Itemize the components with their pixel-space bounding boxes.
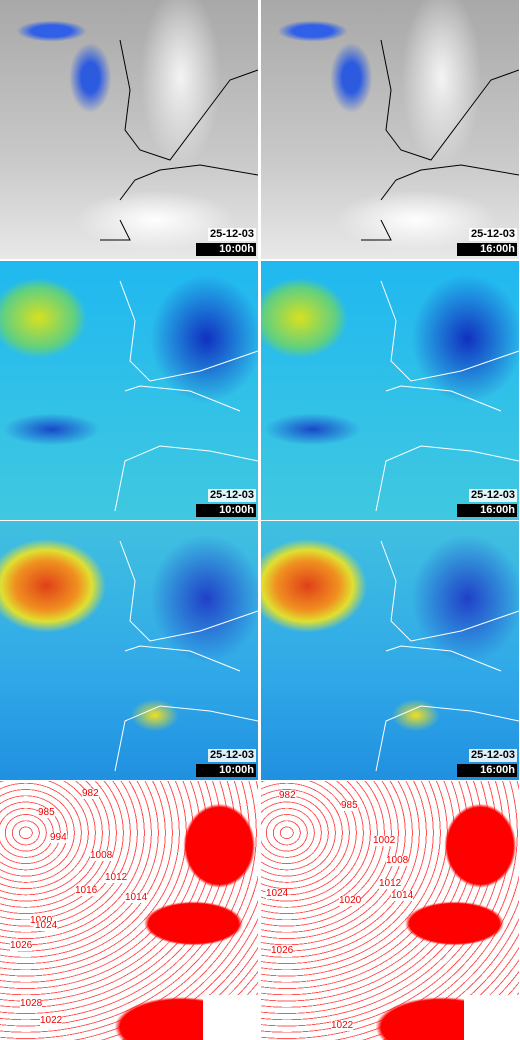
wind-panel: 25-12-03 16:00h <box>261 521 519 780</box>
isobar-label: 985 <box>341 800 358 811</box>
isobar-label: 1012 <box>105 872 128 883</box>
isobar-label: 1016 <box>75 885 98 896</box>
isobar-label: 1026 <box>10 940 33 951</box>
isobar-label: 1008 <box>90 850 113 861</box>
isobar-label: 982 <box>279 790 296 801</box>
time-label: 10:00h <box>196 504 256 517</box>
isobar-label: 982 <box>82 788 99 799</box>
isobar-label: 1002 <box>373 835 396 846</box>
time-label: 10:00h <box>196 243 256 256</box>
coastline <box>114 280 258 512</box>
blank-box <box>203 995 258 1040</box>
wind-panel: 25-12-03 10:00h <box>0 521 258 780</box>
time-label: 16:00h <box>457 243 517 256</box>
isobar-label: 1008 <box>386 855 409 866</box>
isobar-label: 1022 <box>40 1015 63 1026</box>
isobar-label: 1022 <box>331 1020 354 1031</box>
blank-box <box>464 995 519 1040</box>
coastline <box>375 280 519 512</box>
coastline <box>375 540 519 772</box>
date-label: 25-12-03 <box>207 228 256 241</box>
isobar-label: 1028 <box>20 998 43 1009</box>
satellite-panel: 25-12-03 10:00h <box>0 0 258 259</box>
time-label: 16:00h <box>457 504 517 517</box>
isobar-label: 1024 <box>35 920 58 931</box>
satellite-panel: 25-12-03 16:00h <box>261 0 519 259</box>
date-label: 25-12-03 <box>468 228 517 241</box>
isobar-label: 1014 <box>125 892 148 903</box>
isobar-label: 985 <box>38 807 55 818</box>
date-label: 25-12-03 <box>207 749 256 762</box>
pressure-panel: 982 985 1002 1008 1012 1014 1020 1024 1026 1022 <box>261 781 519 1040</box>
isobar-label: 1026 <box>271 945 294 956</box>
wind-panel: 25-12-03 16:00h <box>261 261 519 520</box>
date-label: 25-12-03 <box>468 489 517 502</box>
time-label: 10:00h <box>196 764 256 777</box>
date-label: 25-12-03 <box>468 749 517 762</box>
isobar-label: 1024 <box>266 888 289 899</box>
date-label: 25-12-03 <box>207 489 256 502</box>
coastline <box>361 39 519 241</box>
pressure-panel: 9859829941008101210161014102010241026102… <box>0 781 258 1040</box>
coastline <box>100 39 258 241</box>
coastline <box>114 540 258 772</box>
isobar-label: 994 <box>50 832 67 843</box>
time-label: 16:00h <box>457 764 517 777</box>
isobar-label: 1012 <box>379 878 402 889</box>
wind-panel: 25-12-03 10:00h <box>0 261 258 520</box>
isobar-label: 1020 <box>339 895 362 906</box>
isobar-label: 1014 <box>391 890 414 901</box>
